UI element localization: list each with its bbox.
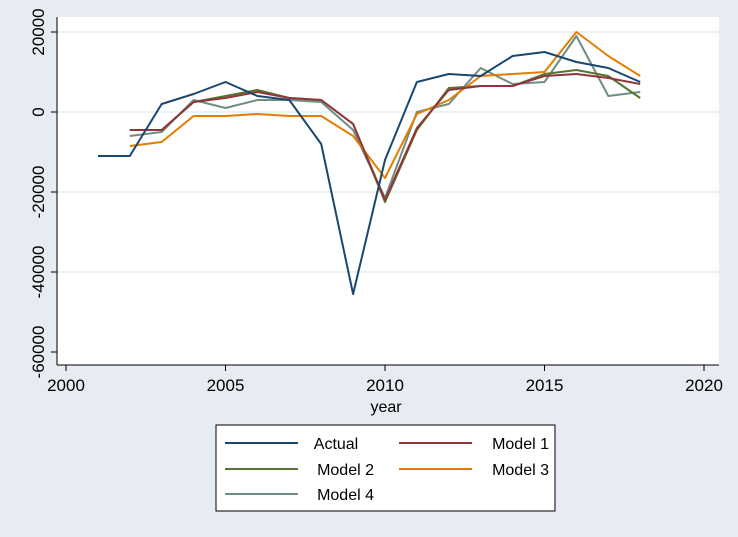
y-axis-ticks: -60000 -40000 -20000 0 20000: [29, 8, 57, 378]
legend-label: Model 4: [317, 487, 374, 504]
x-axis-ticks: 2000 2005 2010 2015 2020: [47, 365, 723, 395]
y-tick-label: -60000: [29, 326, 48, 379]
y-tick-label: 20000: [29, 8, 48, 55]
series-lines: [97, 31, 641, 295]
series-line-model-2: [129, 69, 641, 203]
legend-label: Model 1: [492, 436, 549, 453]
legend-label: Actual: [314, 436, 358, 453]
y-tick-label: -20000: [29, 166, 48, 219]
x-tick-label: 2005: [207, 376, 245, 395]
x-tick-label: 2010: [366, 376, 404, 395]
x-tick-label: 2020: [685, 376, 723, 395]
series-line-model-1: [129, 73, 641, 201]
x-tick-label: 2015: [526, 376, 564, 395]
y-tick-label: 0: [29, 107, 48, 116]
legend: Actual Model 1 Model 2 Model 3 Model 4: [215, 424, 556, 512]
legend-label: Model 3: [492, 462, 549, 479]
series-line-actual: [97, 51, 641, 295]
series-line-model-3: [129, 31, 641, 179]
x-tick-label: 2000: [47, 376, 85, 395]
y-tick-label: -40000: [29, 246, 48, 299]
x-axis-title: year: [370, 399, 402, 416]
legend-label: Model 2: [317, 462, 374, 479]
